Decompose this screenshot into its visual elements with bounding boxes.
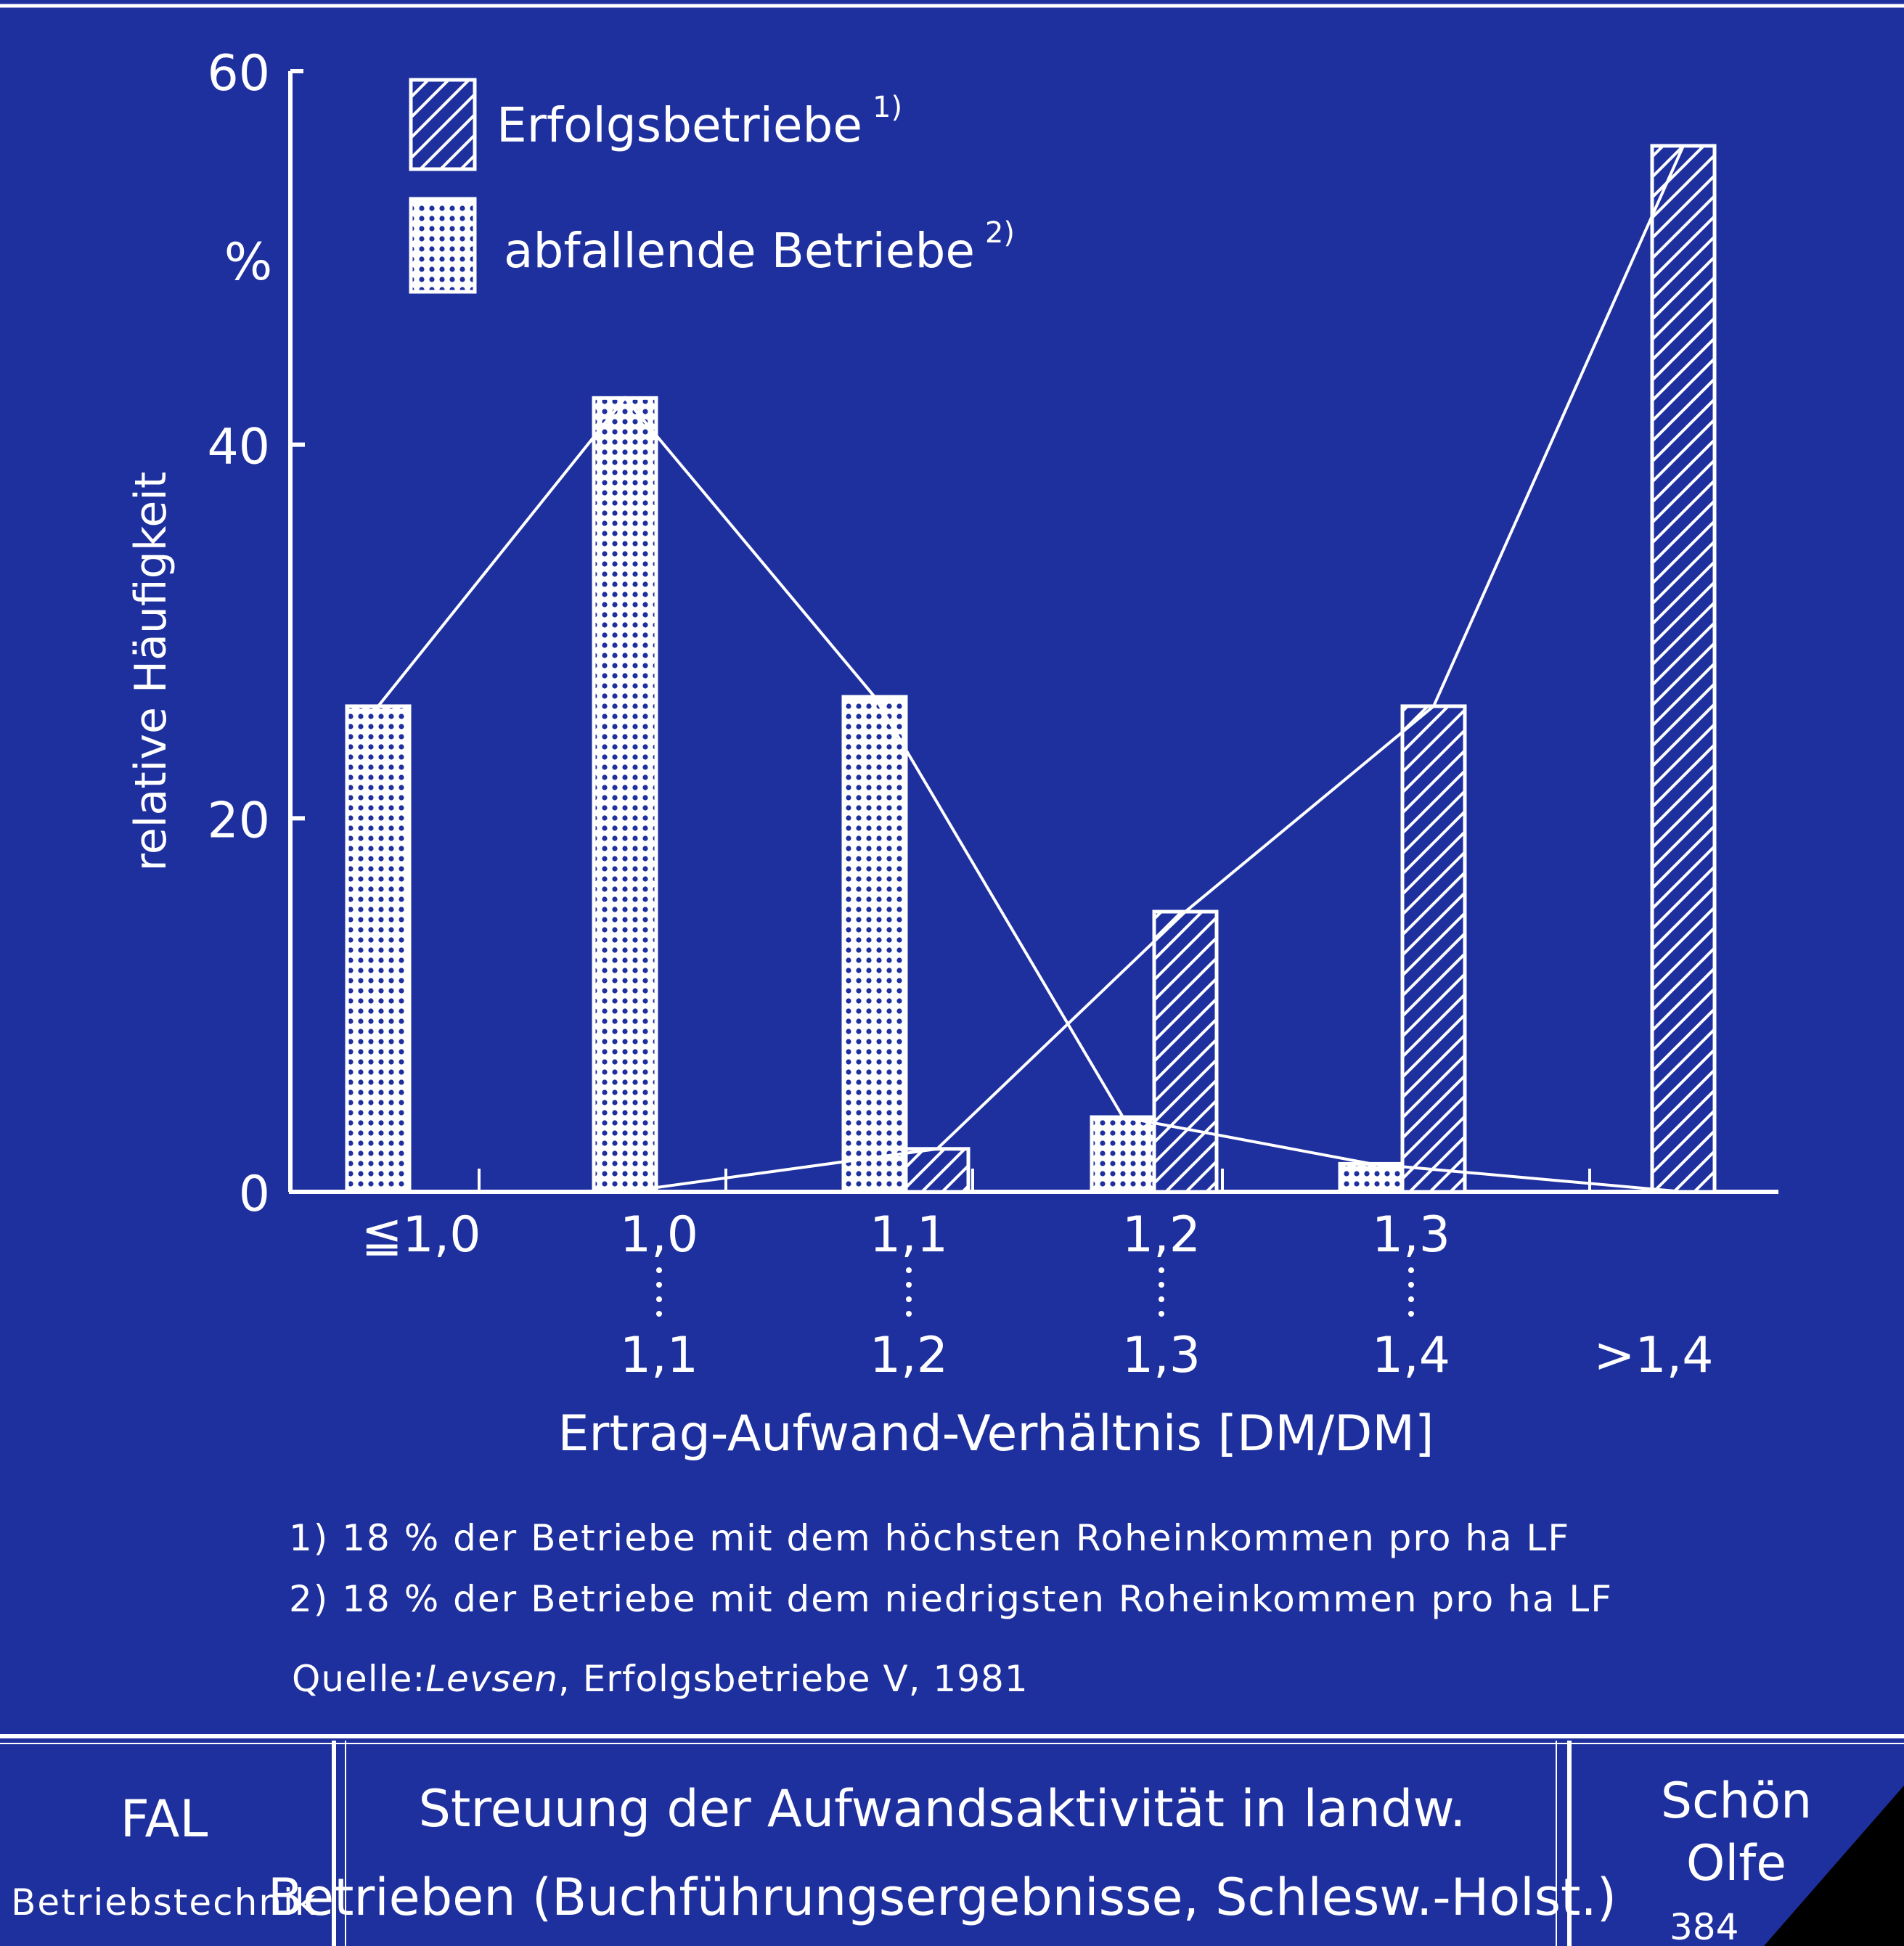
category-label-top: 1,2	[1122, 1206, 1201, 1264]
category-label-bottom: 1,2	[870, 1327, 948, 1384]
range-dot	[1408, 1282, 1414, 1288]
series-lines	[377, 145, 1685, 1193]
bar	[1152, 909, 1219, 1194]
category-label-top: 1,3	[1372, 1206, 1450, 1264]
range-dot	[906, 1267, 912, 1273]
y-tick-label: 0	[239, 1166, 270, 1223]
category-label-bottom: 1,4	[1372, 1327, 1450, 1384]
bar	[1090, 1115, 1156, 1194]
range-dot	[1159, 1282, 1164, 1288]
corner-mark	[1764, 1786, 1904, 1946]
footer-title-line-2: Betrieben (Buchführungsergebnisse, Schle…	[268, 1868, 1617, 1927]
range-dot	[1408, 1311, 1414, 1317]
bar	[1400, 704, 1467, 1194]
series-line	[624, 145, 1685, 1193]
legend-swatch-hatch	[409, 78, 477, 171]
bar	[1338, 1161, 1405, 1194]
footer-department: Betriebstechnik	[11, 1881, 317, 1923]
category-label-bottom: 1,3	[1122, 1327, 1201, 1384]
range-dot	[656, 1267, 662, 1273]
source-note: Quelle:Levsen, Erfolgsbetriebe Ⅴ, 1981	[292, 1658, 1029, 1700]
y-unit: %	[224, 232, 273, 292]
bar	[1650, 144, 1717, 1194]
range-dot	[1408, 1267, 1414, 1273]
footer-org: FAL	[120, 1789, 208, 1849]
range-dot	[1159, 1296, 1164, 1302]
y-tick-label: 40	[207, 419, 270, 476]
bars	[345, 144, 1717, 1194]
footer-author-1: Schön	[1661, 1773, 1812, 1830]
footnote-1: 1) 18 % der Betriebe mit dem höchsten Ro…	[289, 1517, 1570, 1559]
bar	[345, 704, 412, 1194]
y-axis-label: relative Häufigkeit	[126, 472, 176, 872]
category-labels: ≦1,0 1,0 1,1 1,1 1,2 1,2 1,3 1,3 1,4 >1,4	[361, 1206, 1713, 1384]
range-dot	[656, 1311, 662, 1317]
y-axis	[288, 69, 303, 1192]
series-line	[377, 396, 1684, 1193]
y-tick-label: 20	[207, 792, 270, 849]
range-dot	[1408, 1296, 1414, 1302]
range-dot	[906, 1296, 912, 1302]
footer-title-line-1: Streuung der Aufwandsaktivität in landw.	[418, 1779, 1466, 1839]
bar	[904, 1147, 971, 1194]
footnote-2: 2) 18 % der Betriebe mit dem niedrigsten…	[289, 1578, 1613, 1620]
bar	[841, 695, 908, 1194]
category-label-bottom: 1,1	[620, 1327, 698, 1384]
range-dot	[906, 1282, 912, 1288]
category-label-top: 1,0	[620, 1206, 698, 1264]
range-dot	[1159, 1267, 1164, 1273]
x-axis-label: Ertrag-Aufwand-Verhältnis [DM/DM]	[557, 1405, 1434, 1463]
bar	[592, 396, 658, 1194]
footer-author-2: Olfe	[1686, 1835, 1786, 1892]
footer: FAL Betriebstechnik Streuung der Aufwand…	[0, 1734, 1904, 1946]
category-label-top: ≦1,0	[361, 1206, 481, 1264]
footer-slide-number: 384	[1670, 1906, 1738, 1946]
y-ticks: 0 20 40 60	[207, 45, 1591, 1223]
legend-label-abfallende: abfallende Betriebe 2)	[504, 216, 1015, 279]
range-dot	[656, 1296, 662, 1302]
legend: Erfolgsbetriebe 1) abfallende Betriebe 2)	[409, 78, 1015, 294]
range-dot	[906, 1311, 912, 1317]
category-label-bottom: >1,4	[1593, 1327, 1713, 1384]
y-tick-label: 60	[207, 45, 270, 102]
range-dot	[656, 1282, 662, 1288]
legend-swatch-dots	[409, 197, 477, 294]
category-label-top: 1,1	[870, 1206, 948, 1264]
legend-label-erfolgsbetriebe: Erfolgsbetriebe 1)	[497, 91, 902, 153]
range-dot	[1159, 1311, 1164, 1317]
